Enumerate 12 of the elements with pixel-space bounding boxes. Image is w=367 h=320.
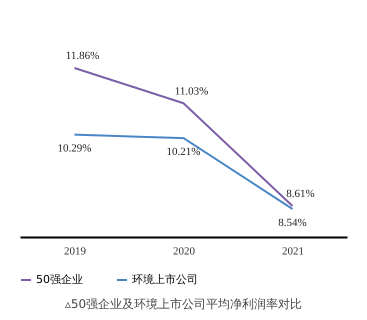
text: ▵50强企业及环境上市公司平均净利润率对比 xyxy=(64,297,302,311)
data-label: 11.03% xyxy=(174,85,208,98)
x-tick-label: 2021 xyxy=(282,246,304,258)
data-label: 8.54% xyxy=(278,217,307,229)
legend-label: 环境上市公司 xyxy=(132,273,198,286)
x-tick-label: 2020 xyxy=(173,246,196,258)
legend-label: 50强企业 xyxy=(36,273,83,286)
data-label: 10.21% xyxy=(166,146,200,158)
data-label: 8.61% xyxy=(286,188,315,200)
data-label: 10.29% xyxy=(58,142,92,155)
x-tick-label: 2019 xyxy=(64,246,86,258)
data-label: 11.86% xyxy=(66,50,100,62)
